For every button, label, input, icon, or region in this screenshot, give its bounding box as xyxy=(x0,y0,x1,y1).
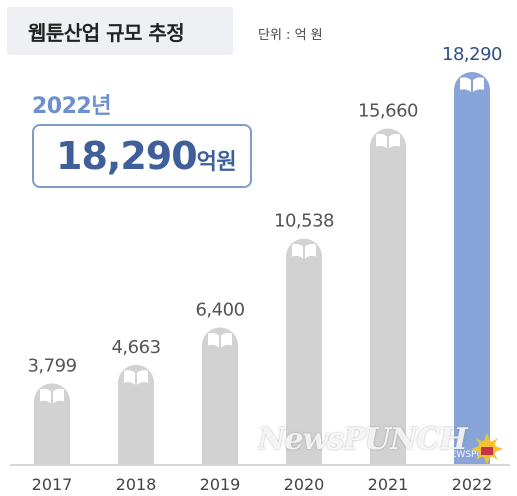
highlight-box: 18,290억원 xyxy=(32,124,252,188)
x-tick-label-2022: 2022 xyxy=(452,475,493,494)
data-label-2019: 6,400 xyxy=(195,299,244,320)
unit-label: 단위 : 억 원 xyxy=(258,28,323,43)
x-tick-label-2020: 2020 xyxy=(284,475,325,494)
bar-2019 xyxy=(202,327,238,465)
data-label-2021: 15,660 xyxy=(358,101,418,122)
highlight-number: 18,290 xyxy=(56,134,198,178)
open-book-icon xyxy=(460,77,484,92)
open-book-icon xyxy=(124,370,148,385)
bar-2021 xyxy=(370,128,406,465)
data-label-2017: 3,799 xyxy=(27,355,76,376)
bar-2022 xyxy=(454,72,490,465)
data-label-2018: 4,663 xyxy=(111,337,160,358)
bar-2017 xyxy=(34,383,70,465)
highlight-value: 18,290억원 xyxy=(56,134,237,178)
chart-title: 웹툰산업 규모 추정 xyxy=(28,21,185,45)
data-label-2022: 18,290 xyxy=(442,44,502,65)
open-book-icon xyxy=(376,133,400,149)
highlight-unit: 억원 xyxy=(196,150,237,175)
bar-2018 xyxy=(118,364,154,465)
x-tick-label-2017: 2017 xyxy=(32,475,73,494)
x-tick-label-2018: 2018 xyxy=(116,475,157,494)
watermark-logo: NewsPUNCH xyxy=(258,422,468,457)
open-book-icon xyxy=(40,388,64,404)
x-tick-label-2019: 2019 xyxy=(200,475,241,494)
sun-logo-icon xyxy=(471,433,503,465)
data-label-2020: 10,538 xyxy=(274,211,334,232)
x-tick-label-2021: 2021 xyxy=(368,475,409,494)
open-book-icon xyxy=(208,332,232,348)
bar-2020 xyxy=(286,238,322,465)
highlight-year: 2022년 xyxy=(32,94,111,119)
watermark-sub: 뉴스펀치 NEWSPUNCH xyxy=(408,450,503,460)
open-book-icon xyxy=(292,243,316,259)
title-box xyxy=(7,7,233,55)
